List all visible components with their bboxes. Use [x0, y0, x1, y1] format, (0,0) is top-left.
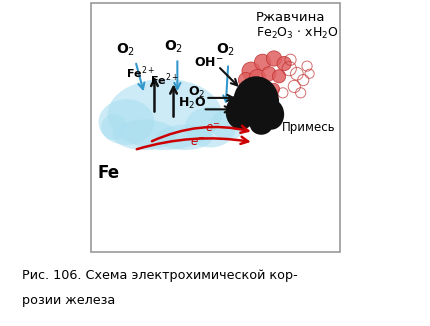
FancyBboxPatch shape — [91, 3, 339, 252]
Ellipse shape — [112, 120, 176, 150]
Ellipse shape — [233, 76, 278, 127]
Ellipse shape — [241, 62, 260, 80]
Text: O$_2$: O$_2$ — [115, 41, 135, 58]
Ellipse shape — [258, 99, 283, 130]
Ellipse shape — [210, 109, 246, 140]
Ellipse shape — [101, 114, 126, 140]
Ellipse shape — [225, 94, 255, 130]
Text: e$^{-}$: e$^{-}$ — [190, 136, 205, 149]
Ellipse shape — [157, 125, 212, 150]
Text: Fe: Fe — [98, 164, 120, 182]
Text: Ржавчина: Ржавчина — [255, 11, 325, 24]
Text: e$^{-}$: e$^{-}$ — [205, 122, 220, 135]
Text: H$_2$O: H$_2$O — [178, 96, 206, 111]
Ellipse shape — [254, 54, 270, 70]
Ellipse shape — [276, 56, 291, 71]
Ellipse shape — [249, 69, 265, 86]
Ellipse shape — [98, 99, 154, 145]
Text: Fe$^{2+}$: Fe$^{2+}$ — [126, 64, 155, 81]
Text: O$_2$: O$_2$ — [215, 41, 235, 58]
Ellipse shape — [266, 51, 281, 66]
Ellipse shape — [240, 79, 266, 99]
Text: Fe$^{2+}$: Fe$^{2+}$ — [150, 72, 179, 88]
Text: розии железа: розии железа — [22, 294, 114, 307]
Ellipse shape — [238, 72, 253, 88]
Ellipse shape — [257, 80, 270, 93]
Text: OH$^{-}$: OH$^{-}$ — [194, 56, 224, 69]
Text: O$_2$: O$_2$ — [163, 39, 183, 55]
Ellipse shape — [184, 107, 235, 147]
Text: Рис. 106. Схема электрохимической кор-: Рис. 106. Схема электрохимической кор- — [22, 269, 297, 282]
Ellipse shape — [268, 83, 279, 95]
Text: Fe$_2$O$_3$ $\cdot$ xH$_2$O: Fe$_2$O$_3$ $\cdot$ xH$_2$O — [255, 25, 338, 41]
Ellipse shape — [261, 67, 275, 81]
Text: Примесь: Примесь — [281, 121, 335, 134]
Ellipse shape — [246, 82, 258, 94]
Ellipse shape — [107, 79, 221, 150]
Ellipse shape — [272, 70, 285, 83]
Text: O$_2$: O$_2$ — [187, 85, 205, 100]
Ellipse shape — [249, 114, 272, 135]
